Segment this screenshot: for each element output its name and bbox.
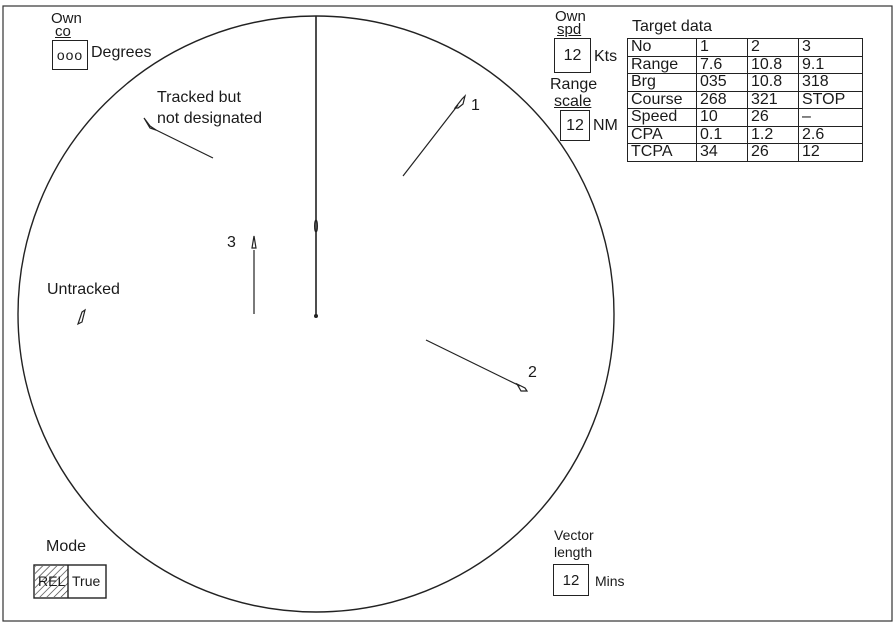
target-data-row-label: Range bbox=[627, 55, 697, 74]
target-data-cell: 035 bbox=[696, 73, 748, 92]
vector-length-field[interactable]: 12 bbox=[553, 564, 589, 596]
range-scale-label-2: scale bbox=[554, 93, 592, 110]
target-tracked-undesignated[interactable] bbox=[143, 117, 214, 159]
target-data-cell: 7.6 bbox=[696, 55, 748, 74]
target-data-cell: 9.1 bbox=[798, 55, 863, 74]
target-data-cell: 2 bbox=[747, 38, 799, 57]
own-speed-label: Own bbox=[555, 8, 586, 25]
vector-length-label-2: length bbox=[554, 544, 593, 560]
own-speed-unit: Kts bbox=[594, 48, 618, 65]
untracked-echo-symbol bbox=[76, 308, 86, 326]
target-data-cell: – bbox=[798, 108, 863, 127]
target-data-row-label: Brg bbox=[627, 73, 697, 92]
range-scale-label: Range bbox=[550, 76, 598, 93]
tracked-target-vector bbox=[153, 128, 214, 159]
target-data-row: No 1 2 3 bbox=[627, 38, 863, 57]
display-border bbox=[2, 5, 893, 622]
target-2-vector bbox=[425, 339, 521, 387]
target-data-cell: 268 bbox=[696, 90, 748, 109]
target-3-symbol bbox=[251, 235, 257, 249]
target-data-row-label: Course bbox=[627, 90, 697, 109]
target-data-row: Range 7.6 10.8 9.1 bbox=[627, 55, 863, 74]
target-data-row-label: CPA bbox=[627, 125, 697, 144]
range-scale-unit: NM bbox=[593, 117, 618, 134]
own-course-field[interactable]: ooo bbox=[52, 40, 88, 70]
target-1-label: 1 bbox=[471, 97, 480, 114]
target-data-cell: 26 bbox=[747, 108, 799, 127]
mode-label: Mode bbox=[46, 538, 87, 555]
target-data-row: CPA 0.1 1.2 2.6 bbox=[627, 125, 863, 144]
target-2-symbol bbox=[515, 382, 529, 392]
target-data-row-label: No bbox=[627, 38, 697, 57]
target-data-row: Course 268 321 STOP bbox=[627, 90, 863, 109]
vector-length-unit: Mins bbox=[595, 573, 625, 589]
target-data-cell: 34 bbox=[696, 143, 748, 162]
target-data-title: Target data bbox=[632, 18, 713, 35]
target-data-cell: 321 bbox=[747, 90, 799, 109]
vector-length-label: Vector bbox=[554, 527, 594, 543]
own-speed-field[interactable]: 12 bbox=[554, 38, 591, 73]
target-data-row: Speed 10 26– bbox=[627, 108, 863, 127]
target-data-cell: 12 bbox=[798, 143, 863, 162]
target-data-cell: 3 bbox=[798, 38, 863, 57]
target-data-cell: 10 bbox=[696, 108, 748, 127]
own-course-label-2: co bbox=[55, 23, 71, 40]
target-data-cell: 2.6 bbox=[798, 125, 863, 144]
target-1-symbol bbox=[453, 94, 467, 109]
own-ship-position bbox=[314, 314, 318, 318]
target-2[interactable] bbox=[425, 339, 529, 392]
tracked-annotation-line2: not designated bbox=[157, 110, 262, 127]
mode-true-option[interactable]: True bbox=[72, 573, 101, 589]
mode-rel-option[interactable]: REL bbox=[38, 573, 66, 589]
target-data-cell: 26 bbox=[747, 143, 799, 162]
heading-line-marker bbox=[314, 219, 318, 233]
own-course-label: Own bbox=[51, 10, 82, 27]
target-data-cell: 10.8 bbox=[747, 73, 799, 92]
own-course-unit: Degrees bbox=[91, 44, 152, 61]
target-data-cell: 0.1 bbox=[696, 125, 748, 144]
target-data-row: Brg 035 10.8 318 bbox=[627, 73, 863, 92]
target-data-table: No 1 2 3 Range 7.6 10.8 9.1 Brg 035 10.8 318 Course 2… bbox=[627, 38, 863, 162]
target-data-cell: STOP bbox=[798, 90, 863, 109]
target-data-cell: 10.8 bbox=[747, 55, 799, 74]
target-data-cell: 1 bbox=[696, 38, 748, 57]
target-2-label: 2 bbox=[528, 364, 537, 381]
target-3-label: 3 bbox=[227, 234, 236, 251]
untracked-echo[interactable] bbox=[76, 308, 86, 326]
target-3[interactable] bbox=[251, 235, 257, 314]
target-1-vector bbox=[402, 104, 459, 177]
target-1[interactable] bbox=[402, 94, 467, 177]
target-data-cell: 318 bbox=[798, 73, 863, 92]
range-scale-field[interactable]: 12 bbox=[560, 110, 590, 141]
tracked-target-symbol bbox=[143, 117, 157, 131]
target-data-row: TCPA 34 26 12 bbox=[627, 143, 863, 162]
target-data-cell: 1.2 bbox=[747, 125, 799, 144]
target-data-row-label: TCPA bbox=[627, 143, 697, 162]
target-data-row-label: Speed bbox=[627, 108, 697, 127]
tracked-annotation-line1: Tracked but bbox=[157, 89, 241, 106]
mode-rel-hatch bbox=[35, 566, 68, 597]
untracked-annotation: Untracked bbox=[47, 281, 120, 298]
own-speed-label-2: spd bbox=[557, 21, 582, 38]
